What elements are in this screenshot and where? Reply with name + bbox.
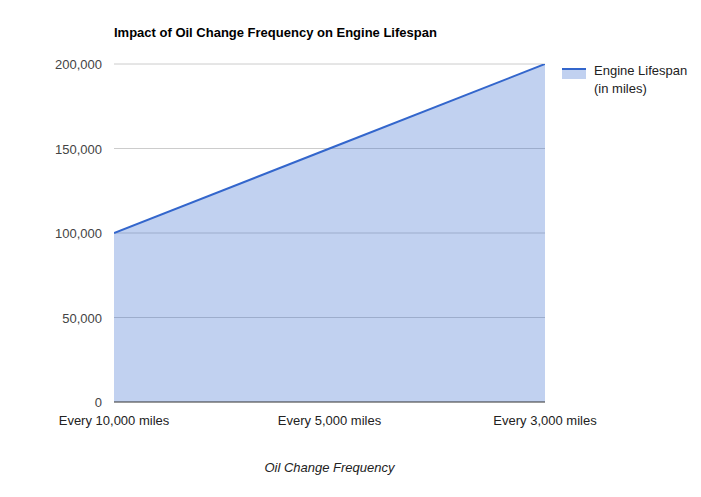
area bbox=[114, 64, 545, 402]
x-tick-label: Every 3,000 miles bbox=[493, 413, 597, 428]
legend-label: Engine Lifespan (in miles) bbox=[594, 63, 687, 96]
x-axis bbox=[114, 402, 545, 403]
legend-swatch-line bbox=[562, 68, 586, 70]
legend-line: (in miles) bbox=[594, 81, 647, 96]
grid-line bbox=[114, 64, 545, 65]
line bbox=[114, 64, 545, 233]
y-tick-label: 150,000 bbox=[55, 142, 102, 157]
plot-area bbox=[114, 64, 545, 402]
legend-line: Engine Lifespan bbox=[594, 63, 687, 78]
x-tick-label: Every 5,000 miles bbox=[278, 413, 382, 428]
y-tick-label: 0 bbox=[95, 395, 102, 410]
title: Impact of Oil Change Frequency on Engine… bbox=[114, 25, 437, 40]
y-tick-label: 50,000 bbox=[62, 311, 102, 326]
chart: Impact of Oil Change Frequency on Engine… bbox=[0, 0, 701, 497]
y-tick-label: 200,000 bbox=[55, 57, 102, 72]
x-axis-label: Oil Change Frequency bbox=[264, 460, 396, 475]
x-tick-label: Every 10,000 miles bbox=[59, 413, 170, 428]
y-tick-label: 100,000 bbox=[55, 226, 102, 241]
legend-swatch bbox=[562, 69, 586, 79]
